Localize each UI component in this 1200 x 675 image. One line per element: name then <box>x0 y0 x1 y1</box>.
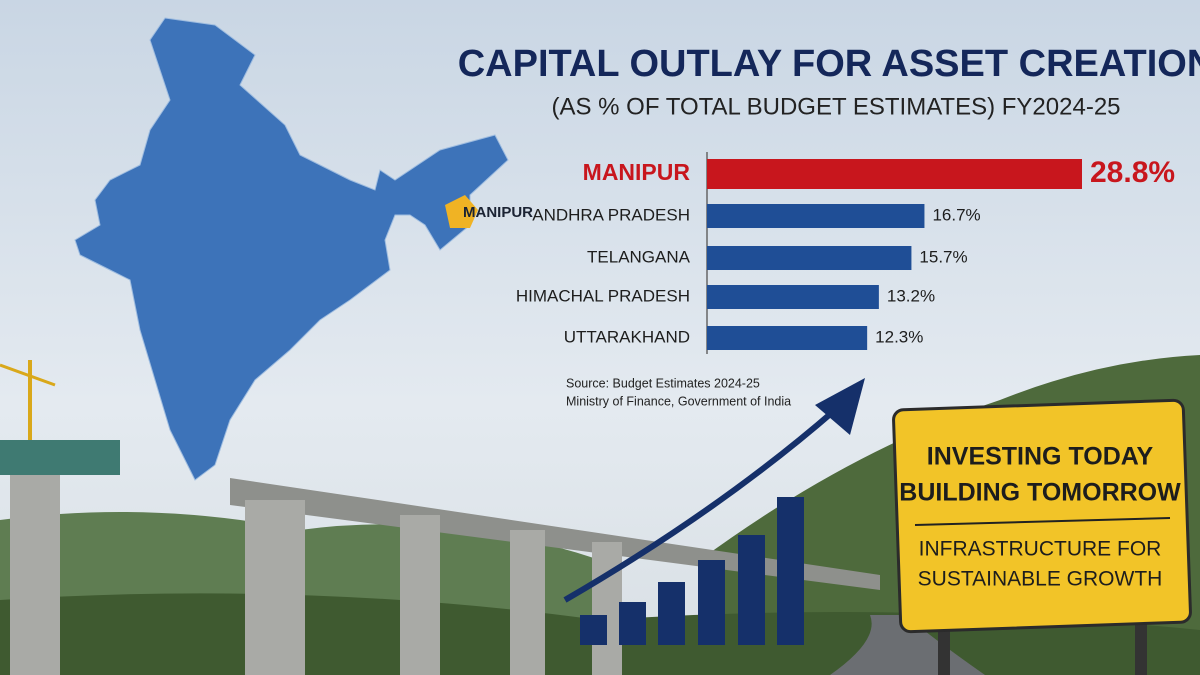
category-label: TELANGANA <box>587 247 691 266</box>
category-label: ANDHRA PRADESH <box>532 205 690 224</box>
bar <box>707 326 868 350</box>
bars: MANIPUR 28.8% ANDHRA PRADESH 16.7% TELANGANA… <box>516 156 1175 350</box>
sign-headline: INVESTING TODAY <box>927 443 1154 471</box>
sign: INVESTING TODAY BUILDING TOMORROW INFRAS… <box>892 398 1192 675</box>
category-label: MANIPUR <box>583 159 691 185</box>
value-label: 28.8% <box>1090 156 1175 189</box>
bar <box>707 204 925 228</box>
bar <box>707 159 1082 189</box>
bridge <box>0 360 880 675</box>
value-label: 12.3% <box>875 327 923 346</box>
value-label: 15.7% <box>919 247 967 266</box>
value-label: 13.2% <box>887 286 935 305</box>
manipur-highlight <box>445 195 478 228</box>
growth-graphic <box>563 378 865 645</box>
india-map <box>74 17 509 481</box>
bar <box>707 285 879 309</box>
chart-subtitle: (AS % OF TOTAL BUDGET ESTIMATES) FY2024-… <box>551 93 1120 120</box>
category-label: HIMACHAL PRADESH <box>516 286 690 305</box>
bar <box>707 246 912 270</box>
map-label: MANIPUR <box>463 204 533 221</box>
category-label: UTTARAKHAND <box>564 327 690 346</box>
sign-headline: BUILDING TOMORROW <box>899 479 1181 507</box>
source: Ministry of Finance, Government of India <box>566 394 791 408</box>
sign-subline: SUSTAINABLE GROWTH <box>918 568 1163 591</box>
source: Source: Budget Estimates 2024-25 <box>566 376 760 390</box>
value-label: 16.7% <box>932 205 980 224</box>
chart-title: CAPITAL OUTLAY FOR ASSET CREATION <box>458 43 1200 85</box>
sign-subline: INFRASTRUCTURE FOR <box>919 538 1162 561</box>
